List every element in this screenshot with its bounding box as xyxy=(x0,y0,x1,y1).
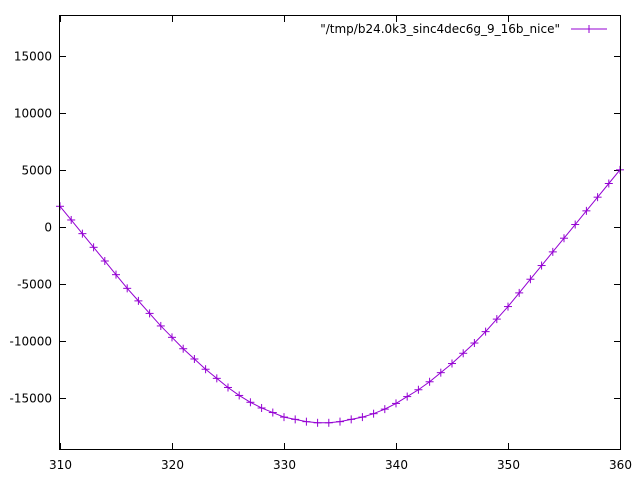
data-point xyxy=(537,261,546,270)
x-tick-label: 340 xyxy=(385,458,408,472)
data-point xyxy=(504,302,512,311)
data-point xyxy=(414,385,423,394)
data-point xyxy=(560,234,568,243)
data-point xyxy=(492,315,501,324)
data-point xyxy=(201,365,210,374)
data-point xyxy=(582,206,591,215)
data-point xyxy=(380,405,389,414)
axis-ticks xyxy=(60,16,621,449)
y-tick-label: -5000 xyxy=(17,278,52,292)
data-point xyxy=(302,417,311,426)
data-point xyxy=(235,391,244,400)
legend: "/tmp/b24.0k3_sinc4dec6g_9_16b_nice" xyxy=(320,22,607,36)
data-point xyxy=(436,368,445,377)
y-tick-label: 5000 xyxy=(21,164,52,178)
data-point xyxy=(280,413,288,422)
data-point xyxy=(526,275,535,284)
data-point xyxy=(100,256,109,265)
y-tick-label: 15000 xyxy=(14,50,52,64)
data-point xyxy=(347,415,356,424)
data-point xyxy=(123,284,132,293)
data-point xyxy=(593,193,602,202)
data-point xyxy=(425,377,434,386)
y-tick-label: -15000 xyxy=(9,392,52,406)
data-point xyxy=(89,243,98,252)
data-point xyxy=(78,229,87,238)
data-point xyxy=(515,288,524,297)
data-point xyxy=(268,408,277,417)
data-point xyxy=(67,215,76,224)
series-line xyxy=(59,169,621,424)
data-point xyxy=(336,417,344,426)
series-layer xyxy=(56,165,624,427)
y-tick-label: 10000 xyxy=(14,107,52,121)
data-point xyxy=(246,398,255,407)
y-tick-label: -10000 xyxy=(9,335,52,349)
x-tick-label: 360 xyxy=(609,458,632,472)
x-tick-label: 350 xyxy=(497,458,520,472)
data-point xyxy=(190,354,199,363)
tick-labels: 15000 10000 5000 0 -5000 -10000 -15000 310 320 33… xyxy=(9,50,631,473)
data-point xyxy=(548,247,557,256)
data-point xyxy=(179,344,188,353)
data-point xyxy=(291,415,300,424)
legend-label: "/tmp/b24.0k3_sinc4dec6g_9_16b_nice" xyxy=(320,22,560,36)
data-point xyxy=(403,392,412,401)
data-point xyxy=(112,270,120,279)
data-point xyxy=(224,383,232,392)
data-point xyxy=(392,399,400,408)
data-point xyxy=(358,413,367,422)
data-point xyxy=(156,321,165,330)
data-point xyxy=(313,418,322,427)
x-tick-label: 320 xyxy=(161,458,184,472)
x-tick-label: 330 xyxy=(273,458,296,472)
data-point xyxy=(134,296,143,305)
data-point xyxy=(257,403,266,412)
y-tick-label: 0 xyxy=(44,221,52,235)
data-point xyxy=(571,220,580,229)
data-point xyxy=(448,359,456,368)
data-point xyxy=(470,339,479,348)
data-point xyxy=(459,349,468,358)
data-point xyxy=(168,333,176,342)
data-point xyxy=(212,374,221,383)
data-point xyxy=(369,409,378,418)
legend-marker xyxy=(585,25,593,33)
data-point xyxy=(481,327,490,336)
data-point xyxy=(604,179,613,188)
x-tick-label: 310 xyxy=(49,458,72,472)
plot-frame xyxy=(59,15,621,450)
data-point xyxy=(324,418,333,427)
data-point xyxy=(145,309,154,318)
